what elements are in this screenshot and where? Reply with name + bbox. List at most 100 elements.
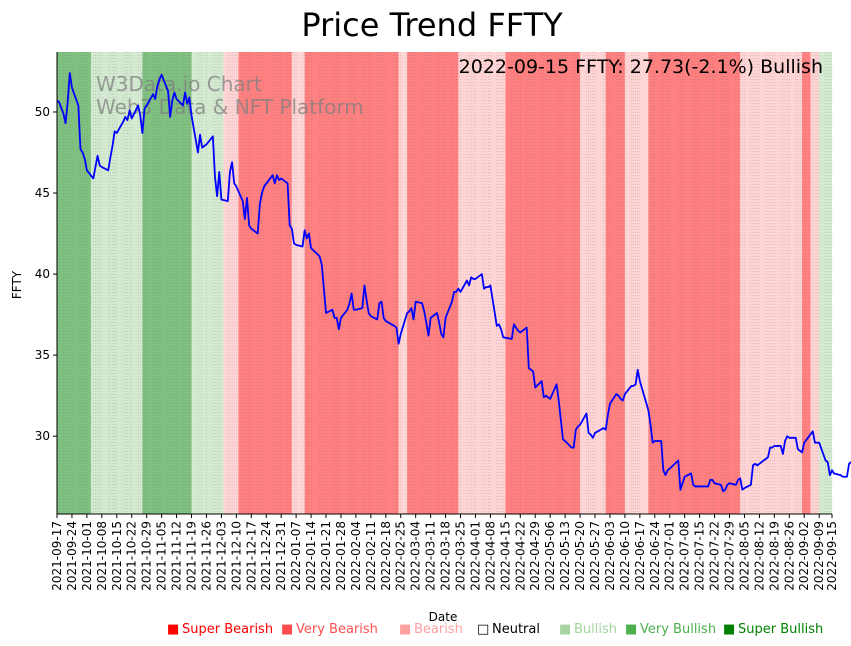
legend-label-very_bullish: Very Bullish (640, 622, 716, 637)
x-tick-label: 2021-12-31 (274, 521, 288, 591)
x-tick-label: 2022-08-05 (737, 521, 751, 591)
legend-item-bearish: ■ Bearish (399, 622, 463, 637)
legend-label-bearish: Bearish (414, 622, 463, 637)
y-axis-label: FFTY (10, 270, 24, 299)
x-tick-label: 2022-04-01 (468, 521, 482, 591)
x-tick-label: 2022-05-20 (573, 521, 587, 591)
legend-marker-bullish: ■ (559, 622, 571, 637)
x-tick-label: 2022-07-29 (723, 521, 737, 591)
x-tick-label: 2022-01-28 (334, 521, 348, 591)
regime-band-very_bearish (238, 52, 292, 514)
watermark-line-1: W3Data.io Chart (96, 72, 262, 96)
y-tick-label: 30 (35, 429, 50, 443)
x-tick-label: 2022-05-13 (558, 521, 572, 591)
x-tick-label: 2021-10-29 (140, 521, 154, 591)
x-tick-label: 2021-12-03 (214, 521, 228, 591)
y-tick-label: 35 (35, 348, 50, 362)
regime-band-bullish (212, 52, 224, 514)
x-tick-label: 2022-09-09 (812, 521, 826, 591)
legend-item-bullish: ■ Bullish (559, 622, 617, 637)
y-tick-label: 40 (35, 267, 50, 281)
regime-band-bearish (291, 52, 305, 514)
legend-item-very_bearish: ■ Very Bearish (281, 622, 378, 637)
x-axis-label: Date (429, 610, 458, 624)
legend-item-super_bearish: ■ Super Bearish (167, 622, 273, 637)
y-tick-label: 45 (35, 186, 50, 200)
legend-label-very_bearish: Very Bearish (296, 622, 378, 637)
price-series (56, 72, 851, 493)
x-tick-label: 2021-10-01 (80, 521, 94, 591)
x-tick-label: 2021-12-17 (244, 521, 258, 591)
x-tick-label: 2022-05-06 (543, 521, 557, 591)
regime-band-very_bullish (57, 52, 92, 514)
x-tick-label: 2022-04-29 (528, 521, 542, 591)
x-tick-label: 2022-08-26 (782, 521, 796, 591)
x-axis-ticks: 2021-09-17 2021-09-24 2021-10-01 2021-10-08… (50, 514, 839, 591)
legend-item-super_bullish: ■ Super Bullish (723, 622, 823, 637)
legend-marker-super_bullish: ■ (723, 622, 735, 637)
x-tick-label: 2022-07-15 (693, 521, 707, 591)
legend-marker-very_bearish: ■ (281, 622, 293, 637)
price-line-ffty (56, 72, 851, 493)
chart-title: Price Trend FFTY (301, 6, 563, 44)
y-tick-label: 50 (35, 105, 50, 119)
x-tick-label: 2021-10-22 (125, 521, 139, 591)
x-tick-label: 2022-02-25 (394, 521, 408, 591)
x-tick-label: 2022-04-15 (498, 521, 512, 591)
x-tick-label: 2022-05-27 (588, 521, 602, 591)
x-tick-label: 2022-03-04 (409, 521, 423, 591)
x-tick-label: 2021-11-19 (185, 521, 199, 591)
legend-marker-bearish: ■ (399, 622, 411, 637)
x-tick-label: 2021-12-24 (259, 521, 273, 591)
legend: ■ Super Bearish ■ Very Bearish ■ Bearish □ Neut… (167, 622, 823, 637)
legend-label-super_bearish: Super Bearish (182, 622, 273, 637)
x-tick-label: 2022-07-01 (663, 521, 677, 591)
x-tick-label: 2021-09-17 (50, 521, 64, 591)
regime-band-bearish (223, 52, 239, 514)
legend-marker-super_bearish: ■ (167, 622, 179, 637)
x-tick-label: 2022-09-15 (825, 521, 839, 591)
y-axis-ticks: 30 35 40 45 50 (35, 105, 57, 443)
regime-band-very_bearish (505, 52, 581, 514)
regime-band-very_bearish (605, 52, 625, 514)
regime-band-very_bearish (802, 52, 811, 514)
watermark-line-2: Web3 Data & NFT Platform (96, 95, 364, 119)
regime-band-very_bearish (407, 52, 459, 514)
regime-band-bearish (398, 52, 408, 514)
regime-band-very_bullish (142, 52, 192, 514)
x-tick-label: 2022-04-08 (483, 521, 497, 591)
x-tick-label: 2022-08-19 (767, 521, 781, 591)
x-tick-label: 2021-11-05 (155, 521, 169, 591)
x-tick-label: 2022-04-22 (513, 521, 527, 591)
x-tick-label: 2022-06-03 (603, 521, 617, 591)
x-tick-label: 2022-01-14 (304, 521, 318, 591)
x-tick-label: 2022-03-18 (439, 521, 453, 591)
regime-band-bearish (624, 52, 649, 514)
x-tick-label: 2022-06-10 (618, 521, 632, 591)
regime-band-bearish (740, 52, 803, 514)
x-tick-label: 2021-09-24 (65, 521, 79, 591)
x-tick-label: 2022-02-04 (349, 521, 363, 591)
legend-item-very_bullish: ■ Very Bullish (625, 622, 716, 637)
legend-label-neutral: Neutral (492, 622, 540, 637)
legend-marker-neutral: □ (477, 622, 489, 637)
x-tick-label: 2021-10-08 (95, 521, 109, 591)
x-tick-label: 2022-03-25 (454, 521, 468, 591)
x-tick-label: 2022-07-08 (678, 521, 692, 591)
regime-bands (57, 52, 832, 514)
x-tick-label: 2022-01-07 (289, 521, 303, 591)
axes (56, 52, 832, 515)
x-tick-label: 2022-03-11 (424, 521, 438, 591)
x-tick-label: 2022-02-18 (379, 521, 393, 591)
x-tick-label: 2022-07-22 (708, 521, 722, 591)
x-tick-label: 2021-11-12 (170, 521, 184, 591)
x-tick-label: 2021-12-10 (229, 521, 243, 591)
x-tick-label: 2022-06-17 (633, 521, 647, 591)
x-tick-label: 2022-02-11 (364, 521, 378, 591)
x-tick-label: 2022-08-12 (752, 521, 766, 591)
x-tick-label: 2021-11-26 (199, 521, 213, 591)
legend-label-super_bullish: Super Bullish (738, 622, 823, 637)
legend-item-neutral: □ Neutral (477, 622, 540, 637)
